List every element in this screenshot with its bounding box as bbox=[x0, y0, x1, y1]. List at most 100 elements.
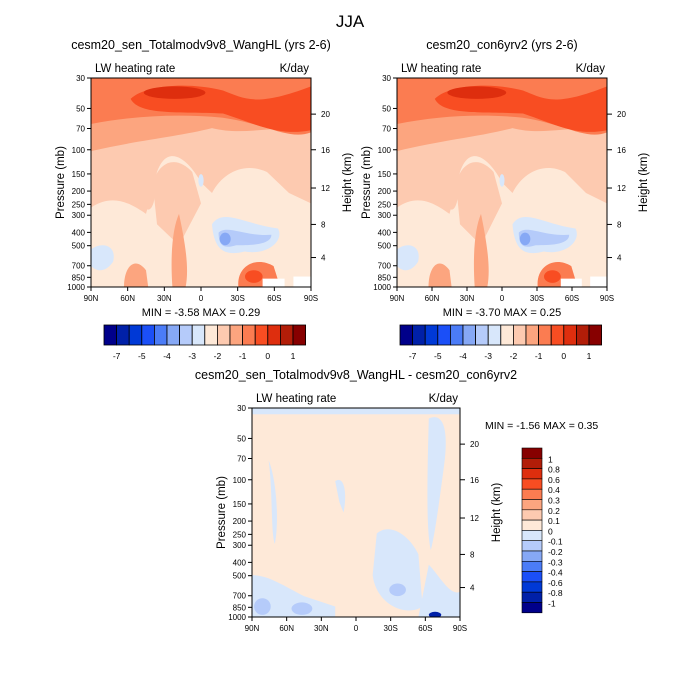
colorbar-box bbox=[191, 324, 206, 346]
left-string: LW heating rate bbox=[401, 63, 481, 75]
x-tick-label: 90N bbox=[84, 294, 99, 303]
colorbar-box bbox=[242, 324, 256, 346]
colorbar: -7 -5 -4 -3 -2 -1 0 1 bbox=[103, 324, 307, 361]
colorbar-box bbox=[279, 324, 294, 346]
colorbar: -7 -5 -4 -3 -2 -1 0 1 bbox=[399, 324, 603, 361]
colorbar-label: -0.2 bbox=[548, 547, 563, 557]
y-right-tick-label: 16 bbox=[470, 476, 479, 485]
y-tick-label: 50 bbox=[382, 104, 391, 113]
contour-region bbox=[252, 408, 460, 415]
y-tick-label: 400 bbox=[72, 228, 86, 237]
colorbar-label: 1 bbox=[548, 454, 553, 464]
colorbar-box bbox=[437, 324, 451, 346]
y-tick-label: 100 bbox=[72, 146, 86, 155]
y-tick-label: 500 bbox=[72, 242, 86, 251]
colorbar-box bbox=[521, 499, 543, 511]
contour-region bbox=[262, 278, 285, 287]
contour-region bbox=[427, 417, 446, 551]
x-tick-label: 60N bbox=[120, 294, 135, 303]
colorbar-box bbox=[116, 324, 130, 346]
colorbar-box bbox=[179, 324, 193, 346]
x-tick-label: 90S bbox=[600, 294, 614, 303]
y-tick-label: 70 bbox=[237, 455, 246, 464]
y-right-tick-label: 20 bbox=[470, 440, 479, 449]
y-right-tick-label: 4 bbox=[617, 254, 622, 263]
plot-panel-2: cesm20_sen_Totalmodv9v8_WangHL - cesm20_… bbox=[195, 368, 517, 633]
colorbar-box bbox=[204, 324, 218, 346]
colorbar: 10.80.60.40.30.20.10-0.1-0.2-0.3-0.4-0.6… bbox=[521, 447, 563, 614]
x-tick-label: 30N bbox=[314, 624, 329, 633]
contour-region bbox=[397, 245, 419, 271]
colorbar-box bbox=[521, 447, 543, 459]
y-right-tick-label: 4 bbox=[321, 254, 326, 263]
x-tick-label: 0 bbox=[354, 624, 359, 633]
colorbar-label: 0.4 bbox=[548, 485, 560, 495]
contour-region bbox=[418, 564, 460, 617]
y-right-tick-label: 4 bbox=[470, 584, 475, 593]
y-tick-label: 850 bbox=[378, 273, 392, 282]
panel-title: cesm20_con6yrv2 (yrs 2-6) bbox=[426, 38, 577, 52]
left-string: LW heating rate bbox=[95, 63, 175, 75]
contour-region bbox=[152, 162, 201, 246]
colorbar-label: 0.2 bbox=[548, 506, 560, 516]
colorbar-box bbox=[424, 324, 439, 346]
x-tick-label: 90S bbox=[453, 624, 467, 633]
y-tick-label: 300 bbox=[233, 541, 247, 550]
contour-region bbox=[560, 278, 582, 287]
colorbar-box bbox=[166, 324, 181, 346]
colorbar-box bbox=[128, 324, 143, 346]
y-tick-label: 150 bbox=[72, 170, 86, 179]
contour-fill bbox=[91, 78, 311, 287]
colorbar-box bbox=[521, 488, 543, 500]
y-tick-label: 50 bbox=[76, 104, 85, 113]
contour-region bbox=[141, 176, 155, 210]
y-right-tick-label: 12 bbox=[470, 514, 479, 523]
colorbar-box bbox=[521, 478, 543, 490]
colorbar-box bbox=[521, 468, 543, 480]
colorbar-box bbox=[521, 457, 543, 469]
colorbar-label: 1 bbox=[291, 351, 296, 361]
contour-region bbox=[445, 176, 458, 210]
colorbar-box bbox=[525, 324, 540, 346]
colorbar-box bbox=[521, 550, 543, 562]
x-tick-label: 60N bbox=[425, 294, 440, 303]
x-tick-label: 90S bbox=[304, 294, 318, 303]
contour-region bbox=[245, 270, 263, 283]
colorbar-box bbox=[267, 324, 281, 346]
contour-region bbox=[254, 598, 271, 615]
panel-title: cesm20_sen_Totalmodv9v8_WangHL (yrs 2-6) bbox=[71, 38, 331, 52]
y-tick-label: 200 bbox=[72, 187, 86, 196]
y-tick-label: 200 bbox=[233, 517, 247, 526]
y-right-tick-label: 20 bbox=[321, 110, 330, 119]
colorbar-box bbox=[487, 324, 502, 346]
y-tick-label: 100 bbox=[378, 146, 392, 155]
colorbar-label: -0.3 bbox=[548, 557, 563, 567]
contour-region bbox=[397, 156, 607, 287]
colorbar-label: -3 bbox=[484, 351, 492, 361]
main-title: JJA bbox=[335, 12, 365, 31]
colorbar-box bbox=[521, 602, 543, 614]
contour-region bbox=[447, 86, 507, 99]
colorbar-box bbox=[521, 530, 543, 542]
y-tick-label: 300 bbox=[378, 211, 392, 220]
colorbar-label: -1 bbox=[239, 351, 247, 361]
colorbar-label: -5 bbox=[138, 351, 146, 361]
colorbar-label: -3 bbox=[188, 351, 196, 361]
right-string: K/day bbox=[280, 63, 310, 75]
y-tick-label: 250 bbox=[233, 530, 247, 539]
contour-region bbox=[91, 156, 311, 287]
y-right-tick-label: 20 bbox=[617, 110, 626, 119]
colorbar-box bbox=[475, 324, 489, 346]
contour-region bbox=[499, 174, 505, 187]
y-tick-label: 400 bbox=[233, 558, 247, 567]
colorbar-box bbox=[153, 324, 168, 346]
y-tick-label: 1000 bbox=[67, 283, 85, 292]
y-tick-label: 150 bbox=[378, 170, 392, 179]
contour-region bbox=[143, 86, 206, 99]
contour-fill bbox=[252, 408, 460, 617]
y-tick-label: 70 bbox=[382, 125, 391, 134]
right-string: K/day bbox=[429, 393, 459, 405]
y-right-tick-label: 12 bbox=[617, 184, 626, 193]
colorbar-label: 0.1 bbox=[548, 516, 560, 526]
colorbar-label: 1 bbox=[587, 351, 592, 361]
